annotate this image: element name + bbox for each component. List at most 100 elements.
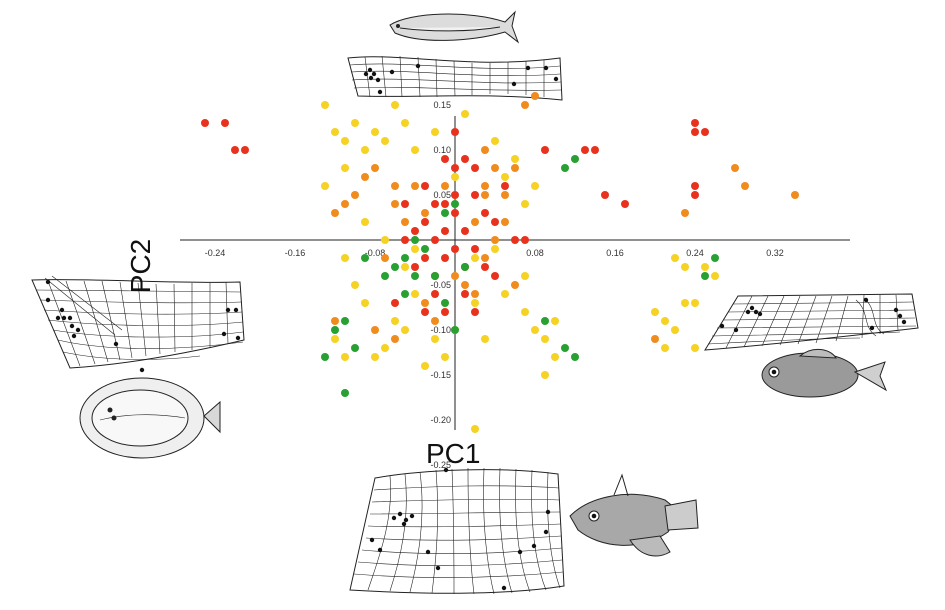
scatter-point bbox=[471, 254, 479, 262]
scatter-point bbox=[441, 209, 449, 217]
scatter-point bbox=[341, 317, 349, 325]
scatter-point bbox=[481, 146, 489, 154]
scatter-point bbox=[471, 245, 479, 253]
x-tick-label: -0.08 bbox=[365, 248, 386, 258]
scatter-point bbox=[401, 119, 409, 127]
scatter-point bbox=[491, 272, 499, 280]
top-deformation-figure bbox=[347, 10, 563, 101]
scatter-point bbox=[411, 272, 419, 280]
scatter-point bbox=[381, 344, 389, 352]
scatter-point bbox=[571, 155, 579, 163]
y-tick-label: -0.10 bbox=[430, 325, 451, 335]
scatter-point bbox=[691, 182, 699, 190]
y-axis-title: PC2 bbox=[125, 239, 156, 293]
scatter-point bbox=[421, 209, 429, 217]
scatter-point bbox=[471, 308, 479, 316]
scatter-point bbox=[541, 371, 549, 379]
y-tick-label: -0.15 bbox=[430, 370, 451, 380]
x-tick-label: -0.16 bbox=[285, 248, 306, 258]
scatter-point bbox=[541, 317, 549, 325]
left-warp-grid bbox=[31, 275, 245, 373]
filefish-illustration-icon bbox=[569, 473, 699, 557]
scatter-point bbox=[381, 236, 389, 244]
scatter-point bbox=[491, 164, 499, 172]
scatter-point bbox=[411, 263, 419, 271]
scatter-point bbox=[231, 146, 239, 154]
scatter-point bbox=[741, 182, 749, 190]
scatter-point bbox=[431, 236, 439, 244]
scatter-point bbox=[391, 200, 399, 208]
scatter-point bbox=[411, 290, 419, 298]
y-axis-ticks: 0.15 0.10 0.05 -0.05 -0.10 -0.15 -0.20 -0.25 bbox=[430, 100, 451, 470]
scatter-point bbox=[481, 191, 489, 199]
scatter-point bbox=[331, 317, 339, 325]
scatter-point bbox=[391, 335, 399, 343]
scatter-point bbox=[401, 236, 409, 244]
scatter-point bbox=[461, 263, 469, 271]
scatter-point bbox=[531, 326, 539, 334]
scatter-point bbox=[651, 308, 659, 316]
scatter-point bbox=[471, 164, 479, 172]
x-axis-title: PC1 bbox=[426, 438, 480, 469]
scatter-point bbox=[561, 344, 569, 352]
scatter-point bbox=[591, 146, 599, 154]
y-tick-label: 0.15 bbox=[433, 100, 451, 110]
scatter-point bbox=[501, 182, 509, 190]
x-tick-label: 0.16 bbox=[606, 248, 624, 258]
scatter-point bbox=[691, 191, 699, 199]
scatter-point bbox=[491, 218, 499, 226]
scatter-point bbox=[551, 317, 559, 325]
scatter-point bbox=[501, 218, 509, 226]
scatter-point bbox=[401, 218, 409, 226]
scatter-point bbox=[421, 182, 429, 190]
scatter-point bbox=[391, 299, 399, 307]
scatter-point bbox=[441, 299, 449, 307]
scatter-point bbox=[441, 353, 449, 361]
scatter-point bbox=[441, 200, 449, 208]
scatter-point bbox=[481, 182, 489, 190]
scatter-point bbox=[451, 128, 459, 136]
scatter-point bbox=[701, 263, 709, 271]
scatter-point bbox=[331, 335, 339, 343]
scatter-point bbox=[401, 200, 409, 208]
scatter-point bbox=[351, 344, 359, 352]
scatter-point bbox=[711, 272, 719, 280]
scatter-point bbox=[461, 110, 469, 118]
scatter-point bbox=[351, 191, 359, 199]
x-tick-label: 0.24 bbox=[686, 248, 704, 258]
scatter-point bbox=[421, 245, 429, 253]
scatter-point bbox=[331, 209, 339, 217]
scatter-point bbox=[411, 182, 419, 190]
scatter-point bbox=[481, 254, 489, 262]
scatter-point bbox=[451, 164, 459, 172]
mackerel-illustration-icon bbox=[389, 10, 520, 44]
scatter-point bbox=[701, 128, 709, 136]
scatter-point bbox=[491, 236, 499, 244]
y-tick-label: 0.05 bbox=[433, 190, 451, 200]
scatter-point bbox=[361, 173, 369, 181]
scatter-point bbox=[411, 227, 419, 235]
scatter-point bbox=[521, 200, 529, 208]
scatter-point bbox=[451, 209, 459, 217]
scatter-point bbox=[241, 146, 249, 154]
x-tick-label: 0.08 bbox=[526, 248, 544, 258]
scatter-point bbox=[621, 200, 629, 208]
scatter-point bbox=[731, 164, 739, 172]
scatter-point bbox=[371, 326, 379, 334]
scatter-point bbox=[321, 182, 329, 190]
scatter-point bbox=[351, 119, 359, 127]
scatter-point bbox=[441, 227, 449, 235]
y-tick-label: -0.20 bbox=[430, 415, 451, 425]
scatter-point bbox=[371, 164, 379, 172]
scatter-point bbox=[411, 146, 419, 154]
scatter-point bbox=[661, 317, 669, 325]
scatter-point bbox=[671, 254, 679, 262]
left-deformation-figure bbox=[31, 275, 245, 459]
scatter-point bbox=[471, 290, 479, 298]
scatter-point bbox=[401, 254, 409, 262]
scatter-point bbox=[651, 335, 659, 343]
scatter-point bbox=[521, 236, 529, 244]
scatter-point bbox=[481, 263, 489, 271]
scatter-point bbox=[411, 245, 419, 253]
